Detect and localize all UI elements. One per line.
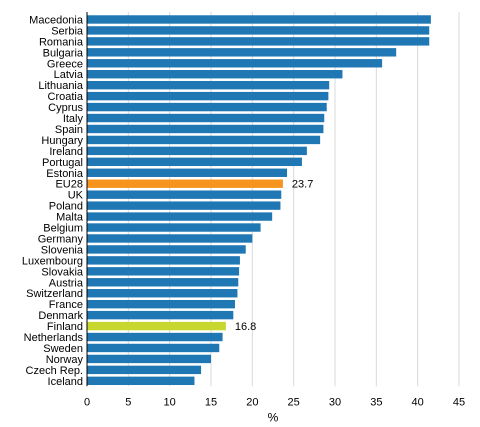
category-label: Denmark	[38, 310, 83, 322]
category-label: Netherlands	[24, 332, 84, 344]
bar-finland	[87, 321, 226, 331]
category-label: Croatia	[48, 91, 84, 103]
bar-portugal	[87, 157, 302, 167]
bar-austria	[87, 278, 239, 287]
category-label: Finland	[47, 321, 83, 333]
category-label: Switzerland	[26, 288, 83, 300]
bar-bulgaria	[87, 48, 397, 57]
x-tick-label: 45	[453, 396, 465, 408]
bar-france	[87, 299, 235, 309]
category-label: Portugal	[42, 157, 83, 169]
category-label: EU28	[55, 179, 83, 191]
category-label: Austria	[49, 277, 84, 289]
category-label: Ireland	[49, 146, 83, 158]
category-label: Czech Rep.	[26, 365, 83, 377]
category-label: Slovenia	[41, 244, 84, 256]
category-label: Slovakia	[41, 266, 83, 278]
x-tick-label: 10	[164, 396, 176, 408]
category-label: Macedonia	[29, 14, 84, 26]
x-axis-title: %	[268, 410, 279, 424]
data-label: 23.7	[292, 179, 313, 191]
bar-switzerland	[87, 289, 238, 298]
x-tick-label: 30	[329, 396, 341, 408]
x-tick-label: 40	[412, 396, 424, 408]
bar-slovenia	[87, 245, 246, 254]
bar-slovakia	[87, 267, 240, 276]
category-label: Bulgaria	[43, 47, 84, 59]
category-label: Sweden	[43, 343, 83, 355]
x-tick-label: 25	[288, 396, 300, 408]
category-label: Greece	[47, 58, 83, 70]
x-tick-label: 5	[125, 396, 131, 408]
bar-ireland	[87, 146, 307, 156]
category-label: Belgium	[43, 223, 83, 235]
category-label: Cyprus	[48, 102, 83, 114]
bar-romania	[87, 37, 430, 46]
bar-iceland	[87, 376, 195, 386]
bar-macedonia	[87, 15, 431, 24]
bar-cyprus	[87, 102, 327, 112]
bar-estonia	[87, 168, 288, 177]
category-label: Serbia	[51, 25, 84, 37]
category-label: France	[49, 299, 83, 311]
category-label: Italy	[63, 113, 84, 125]
bar-malta	[87, 212, 273, 221]
x-tick-label: 20	[246, 396, 258, 408]
category-label: Norway	[46, 354, 84, 366]
bar-italy	[87, 113, 325, 123]
category-label: Luxembourg	[22, 255, 83, 267]
bar-denmark	[87, 310, 234, 320]
category-label: Latvia	[54, 69, 84, 81]
bar-netherlands	[87, 332, 223, 342]
category-labels: MacedoniaSerbiaRomaniaBulgariaGreeceLatv…	[22, 14, 84, 387]
bar-serbia	[87, 26, 430, 35]
x-tick-label: 15	[205, 396, 217, 408]
category-label: UK	[68, 190, 84, 202]
x-tick-labels: 0 5 10 15 20 25 30 35 40 45	[84, 396, 465, 408]
data-labels: 23.7 16.8	[235, 179, 313, 333]
x-tick-label: 0	[84, 396, 90, 408]
category-label: Iceland	[48, 376, 83, 388]
bar-norway	[87, 354, 211, 364]
data-label: 16.8	[235, 321, 256, 333]
category-label: Lithuania	[38, 80, 84, 92]
bar-luxembourg	[87, 256, 240, 265]
bar-hungary	[87, 135, 321, 145]
bar-croatia	[87, 91, 329, 101]
bar-spain	[87, 124, 324, 134]
category-label: Spain	[55, 124, 83, 136]
category-label: Hungary	[41, 135, 83, 147]
bar-eu28	[87, 179, 283, 188]
category-label: Poland	[49, 201, 83, 213]
category-label: Estonia	[46, 168, 84, 180]
bars	[87, 15, 431, 386]
bar-sweden	[87, 343, 220, 353]
category-label: Germany	[38, 233, 84, 245]
bar-poland	[87, 201, 281, 210]
bar-germany	[87, 234, 253, 243]
bar-latvia	[87, 70, 343, 79]
bar-uk	[87, 190, 282, 199]
bar-lithuania	[87, 80, 330, 90]
category-label: Romania	[39, 36, 84, 48]
bar-greece	[87, 59, 383, 68]
x-tick-label: 35	[370, 396, 382, 408]
bar-belgium	[87, 223, 261, 232]
category-label: Malta	[56, 212, 84, 224]
bar-czech-rep	[87, 365, 202, 375]
